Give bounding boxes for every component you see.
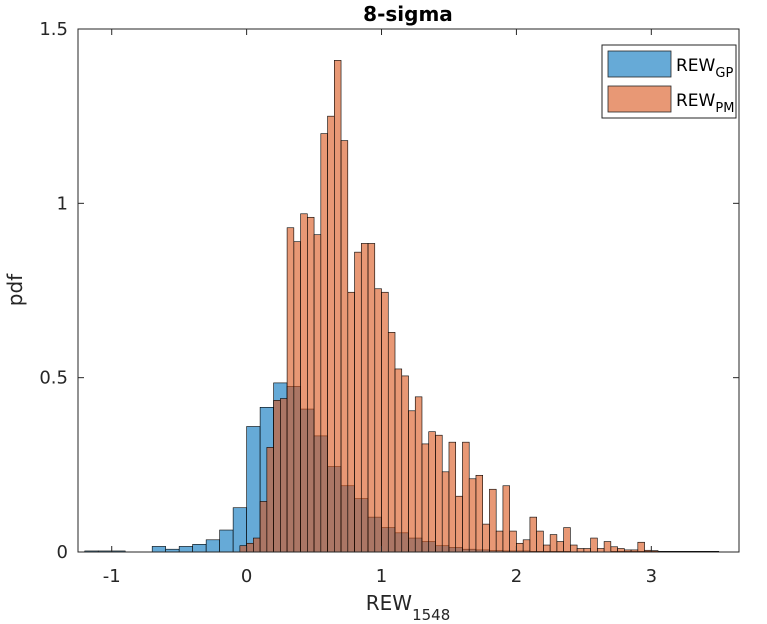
bar-pm	[367, 243, 376, 553]
bar-pm	[637, 541, 645, 553]
bar-pm	[266, 447, 274, 553]
bar-gp	[219, 529, 234, 553]
legend-label-pm: REWPM	[676, 91, 734, 116]
bar-pm	[320, 133, 328, 553]
series-pm-bars	[239, 60, 659, 553]
x-axis-title-main: REW	[366, 591, 413, 615]
bar-pm	[475, 474, 483, 553]
bar-pm	[603, 541, 612, 553]
bar-pm	[495, 530, 504, 553]
y-axis-ticks: 0 0.5 1 1.5	[39, 19, 739, 563]
bar-pm	[583, 548, 591, 553]
bar-pm	[408, 410, 416, 553]
bar-gp	[178, 546, 193, 553]
bar-pm	[354, 251, 362, 553]
x-tick-label: -1	[103, 566, 121, 587]
bar-pm	[543, 544, 551, 553]
bar-pm	[556, 541, 564, 553]
bar-gp	[205, 539, 220, 553]
bar-pm	[549, 534, 558, 553]
bar-pm	[280, 398, 288, 553]
x-tick-label: 0	[241, 566, 252, 587]
bar-pm	[455, 495, 463, 553]
bar-pm	[347, 291, 355, 553]
bar-pm	[482, 523, 490, 553]
x-tick-label: 1	[376, 566, 387, 587]
legend-label-gp-main: REW	[676, 56, 716, 76]
bar-pm	[590, 537, 598, 553]
bar-gp	[192, 544, 207, 553]
x-tick-label: 3	[646, 566, 657, 587]
chart-title: 8-sigma	[363, 2, 453, 26]
legend-label-pm-main: REW	[676, 91, 716, 111]
bar-pm	[334, 60, 342, 553]
bar-pm	[394, 368, 403, 553]
bar-pm	[307, 216, 315, 553]
bar-pm	[617, 548, 625, 553]
legend-label-gp: REWGP	[676, 56, 733, 81]
bar-pm	[509, 530, 517, 553]
bar-pm	[327, 115, 335, 553]
x-axis-title: REW1548	[366, 591, 451, 624]
axes-box	[77, 28, 740, 553]
bar-pm	[286, 227, 295, 553]
bar-pm	[360, 243, 369, 553]
legend-label-gp-sub: GP	[715, 66, 733, 81]
legend-label-pm-sub: PM	[715, 101, 734, 116]
bar-pm	[401, 375, 409, 553]
bar-pm	[246, 542, 254, 553]
legend-swatch-gp	[607, 50, 672, 78]
bar-pm	[522, 539, 531, 553]
bar-pm	[421, 443, 430, 553]
bar-pm	[293, 241, 301, 553]
y-tick-label: 0.5	[39, 368, 68, 389]
bar-pm	[300, 213, 308, 553]
bar-pm	[563, 527, 571, 553]
x-axis-title-sub: 1548	[412, 606, 450, 624]
y-tick-label: 1	[57, 193, 68, 214]
y-axis-title: pdf	[3, 273, 27, 306]
bar-pm	[428, 431, 436, 553]
bar-pm	[414, 396, 423, 553]
bar-pm	[381, 291, 389, 553]
bar-pm	[502, 485, 510, 553]
bar-pm	[374, 288, 382, 553]
bar-pm	[468, 478, 477, 553]
bar-pm	[597, 548, 605, 553]
bar-gp	[232, 507, 247, 553]
bar-pm	[462, 441, 470, 553]
legend-swatch-pm	[607, 85, 672, 113]
bar-pm	[610, 546, 618, 553]
bar-pm	[273, 400, 281, 553]
y-tick-label: 1.5	[39, 19, 68, 40]
bar-pm	[253, 537, 261, 553]
x-tick-label: 2	[511, 566, 522, 587]
bar-pm	[313, 234, 322, 553]
bar-pm	[448, 441, 457, 553]
bar-pm	[387, 332, 396, 553]
bar-pm	[536, 530, 544, 553]
bar-pm	[529, 516, 537, 553]
bar-pm	[489, 488, 497, 553]
bar-pm	[259, 501, 268, 553]
bar-pm	[340, 140, 349, 553]
bar-gp	[246, 426, 261, 553]
y-tick-label: 0	[57, 542, 68, 563]
legend: REWGP REWPM	[601, 44, 737, 119]
bar-pm	[441, 471, 450, 553]
x-axis-ticks: -1 0 1 2 3	[103, 29, 657, 587]
bar-pm	[576, 548, 585, 553]
bar-pm	[570, 544, 578, 553]
bar-gp	[151, 546, 166, 553]
bar-pm	[239, 545, 247, 553]
bar-pm	[435, 434, 443, 553]
bar-pm	[516, 542, 524, 553]
